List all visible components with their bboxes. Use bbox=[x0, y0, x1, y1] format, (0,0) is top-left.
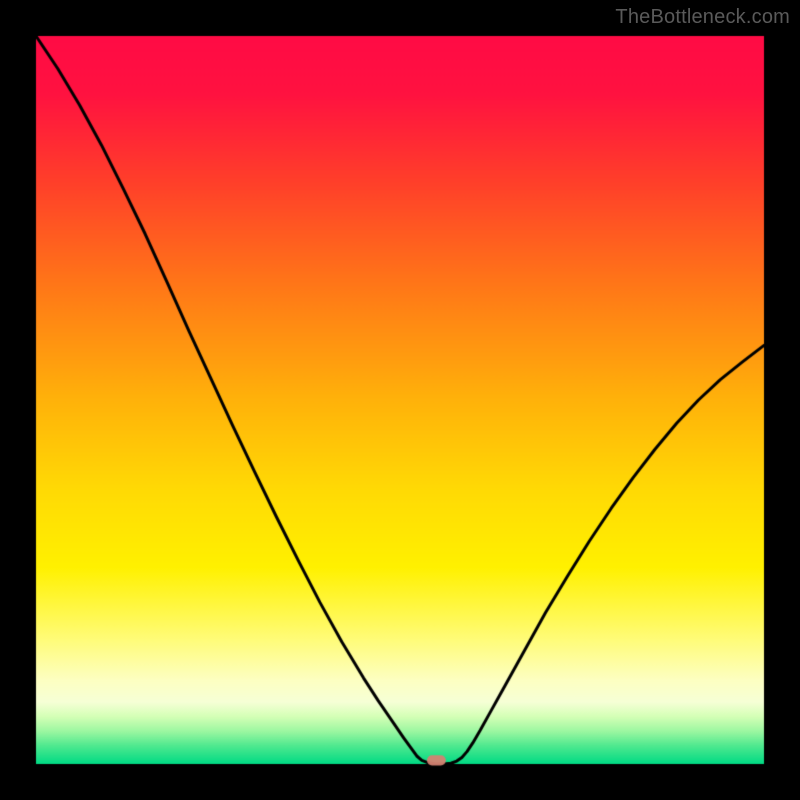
chart-wrapper: TheBottleneck.com bbox=[0, 0, 800, 800]
watermark-label: TheBottleneck.com bbox=[615, 6, 790, 29]
bottleneck-curve-chart bbox=[0, 0, 800, 800]
